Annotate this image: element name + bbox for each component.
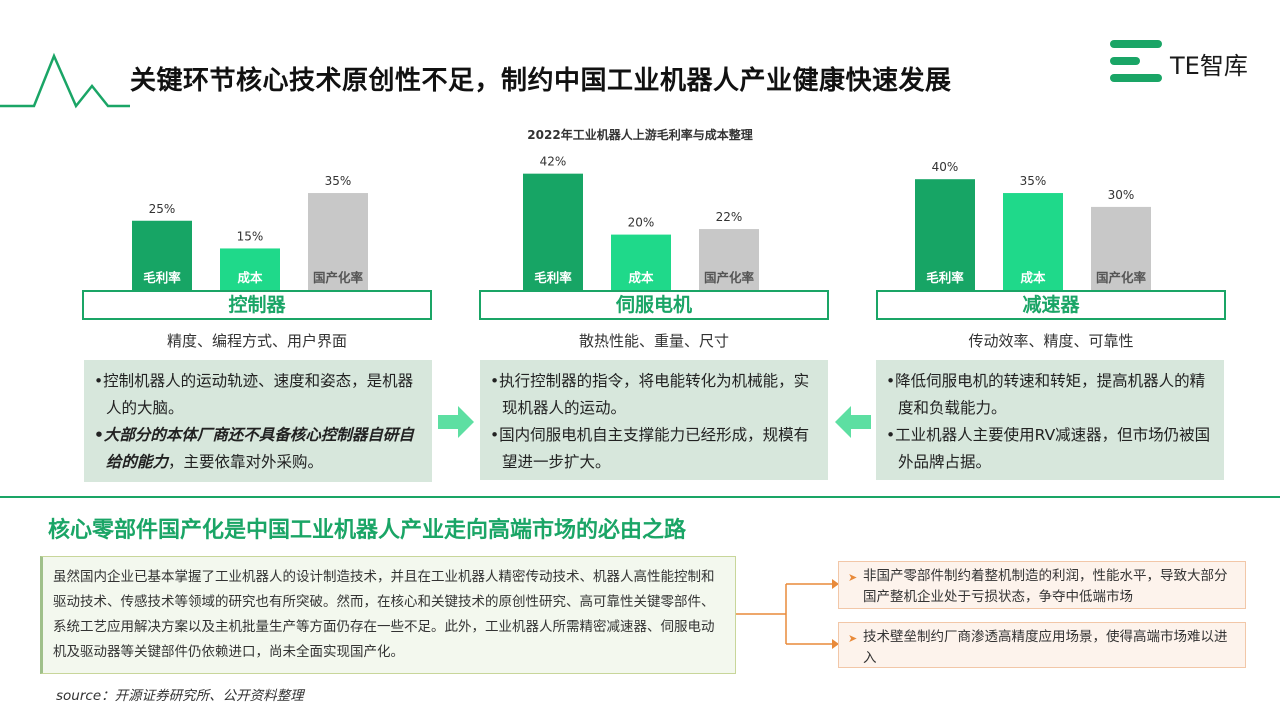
panel-label-servo: 伺服电机 (479, 290, 829, 320)
point-text: 技术壁垒制约厂商渗透高精度应用场景，使得高端市场难以进入 (863, 629, 1228, 666)
note-controller: •控制机器人的运动轨迹、速度和姿态，是机器人的大脑。 •大部分的本体厂商还不具备… (84, 360, 432, 482)
bar-category-label: 成本 (1020, 270, 1046, 285)
bar-2-0 (915, 179, 975, 290)
bar-value-label: 30% (1108, 188, 1135, 202)
bar-1-0 (523, 173, 583, 290)
bar-value-label: 20% (628, 216, 655, 230)
note-line: •大部分的本体厂商还不具备核心控制器自研自给的能力，主要依靠对外采购。 (94, 422, 422, 476)
panel-label-controller: 控制器 (82, 290, 432, 320)
logo-text: TE智库 (1170, 52, 1248, 80)
bar-value-label: 25% (149, 202, 176, 216)
arrow-left-icon (835, 406, 871, 438)
note-reducer: •降低伺服电机的转速和转矩，提高机器人的精度和负载能力。 •工业机器人主要使用R… (876, 360, 1224, 480)
point-box: ➤ 非国产零部件制约着整机制造的利润，性能水平，导致大部分国产整机企业处于亏损状… (838, 561, 1246, 609)
note-line: •国内伺服电机自主支撑能力已经形成，规模有望进一步扩大。 (490, 426, 810, 471)
note-line-rest: ，主要依靠对外采购。 (168, 453, 324, 471)
note-servo: •执行控制器的指令，将电能转化为机械能，实现机器人的运动。 •国内伺服电机自主支… (480, 360, 828, 480)
bar-value-label: 15% (237, 229, 264, 243)
note-line: •控制机器人的运动轨迹、速度和姿态，是机器人的大脑。 (94, 372, 414, 417)
note-line: •工业机器人主要使用RV减速器，但市场仍被国外品牌占据。 (886, 426, 1211, 471)
bar-2-1 (1003, 193, 1063, 290)
bar-1-2 (699, 229, 759, 290)
pulse-line-icon (0, 52, 130, 109)
bar-category-label: 国产化率 (313, 270, 364, 285)
note-line: •降低伺服电机的转速和转矩，提高机器人的精度和负载能力。 (886, 372, 1206, 417)
point-text: 非国产零部件制约着整机制造的利润，性能水平，导致大部分国产整机企业处于亏损状态，… (863, 568, 1228, 605)
summary-paragraph: 虽然国内企业已基本掌握了工业机器人的设计制造技术，并且在工业机器人精密传动技术、… (40, 556, 736, 674)
panel-label-reducer: 减速器 (876, 290, 1226, 320)
bar-0-1 (220, 248, 280, 290)
point-box: ➤ 技术壁垒制约厂商渗透高精度应用场景，使得高端市场难以进入 (838, 622, 1246, 668)
bar-0-2 (308, 193, 368, 290)
bar-0-0 (132, 220, 192, 290)
section-divider (0, 496, 1280, 498)
bar-category-label: 成本 (237, 270, 263, 285)
bar-2-2 (1091, 206, 1151, 290)
section-title: 核心零部件国产化是中国工业机器人产业走向高端市场的必由之路 (48, 518, 687, 543)
arrow-right-icon (438, 406, 474, 438)
panel-subtitle-reducer: 传动效率、精度、可靠性 (968, 332, 1134, 350)
note-line: •执行控制器的指令，将电能转化为机械能，实现机器人的运动。 (490, 372, 810, 417)
bracket-connector (736, 579, 839, 649)
bar-value-label: 22% (716, 210, 743, 224)
bar-value-label: 42% (540, 155, 567, 169)
source-note: source：开源证券研究所、公开资料整理 (56, 688, 304, 704)
triangle-bullet-icon: ➤ (848, 632, 858, 645)
bar-category-label: 毛利率 (926, 270, 964, 285)
panel-subtitle-controller: 精度、编程方式、用户界面 (166, 332, 347, 350)
triangle-bullet-icon: ➤ (848, 571, 858, 584)
chart-title: 2022年工业机器人上游毛利率与成本整理 (527, 128, 753, 142)
bar-category-label: 毛利率 (534, 270, 572, 285)
panel-subtitle-servo: 散热性能、重量、尺寸 (578, 332, 729, 350)
bar-category-label: 国产化率 (704, 270, 755, 285)
note-emphasis: •大部分的本体厂商还不具备核心控制器自研自给的能力 (94, 426, 414, 471)
page-title: 关键环节核心技术原创性不足，制约中国工业机器人产业健康快速发展 (130, 66, 952, 96)
bar-category-label: 毛利率 (143, 270, 181, 285)
bar-value-label: 35% (325, 174, 352, 188)
bar-category-label: 国产化率 (1096, 270, 1147, 285)
bar-value-label: 35% (1020, 174, 1047, 188)
te-logo-icon (1110, 40, 1162, 82)
bar-1-1 (611, 234, 671, 290)
bar-value-label: 40% (932, 160, 959, 174)
bar-chart: 25% 毛利率 15% 成本 35% 国产化率 42% 毛利率 20% 成本 22% 国产化率 40% 毛… (132, 155, 1151, 290)
bar-category-label: 成本 (628, 270, 654, 285)
